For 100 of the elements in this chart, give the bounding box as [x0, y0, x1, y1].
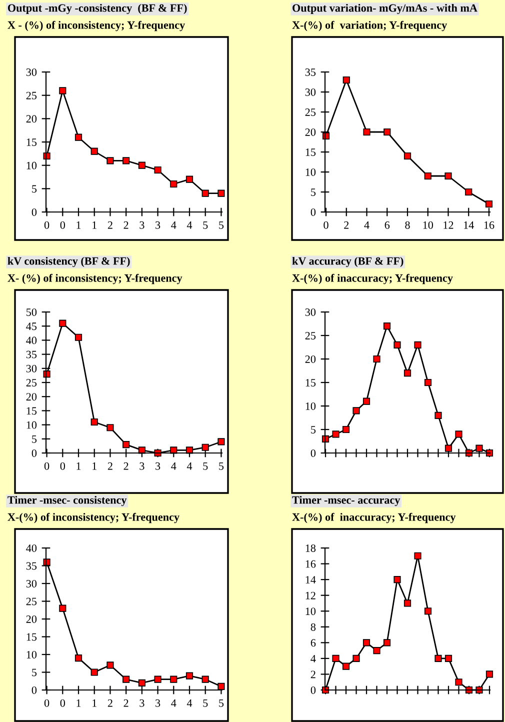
point: [394, 576, 401, 584]
point: [74, 654, 82, 662]
x-tick-label: 0: [44, 462, 50, 470]
point: [352, 407, 360, 414]
point: [332, 654, 340, 662]
point: [122, 676, 130, 683]
x-tick-label: 2: [108, 221, 112, 229]
y-tick-label: 15: [306, 379, 316, 386]
point: [352, 654, 360, 662]
x-tick-label: 3: [156, 462, 160, 470]
x-tick-label: 4: [186, 221, 192, 229]
point: [383, 322, 391, 330]
y-tick-label: 15: [26, 633, 37, 641]
y-tick-label: 10: [26, 650, 37, 658]
point: [218, 682, 225, 690]
y-tick-label: 0: [32, 686, 37, 694]
y-tick-label: 18: [306, 544, 316, 552]
point: [434, 654, 442, 662]
x-tick-label: 2: [124, 462, 128, 470]
chart-title: kV consistency (BF & FF): [8, 256, 130, 268]
chart-subtitle: X - (%) of inconsistency; Y-frequency: [8, 20, 185, 32]
y-tick-label: 10: [306, 168, 316, 176]
y-tick-label: 25: [305, 332, 316, 340]
x-tick-label: 2: [124, 699, 128, 707]
point: [342, 76, 350, 84]
x-tick-label: 4: [171, 699, 176, 707]
y-tick-label: 4: [310, 654, 316, 662]
x-tick-label: 0: [60, 221, 66, 229]
point: [170, 676, 178, 683]
point: [218, 190, 225, 197]
point: [202, 676, 209, 683]
y-tick-label: 20: [26, 615, 37, 623]
x-tick-label: 5: [203, 221, 208, 229]
point: [90, 668, 98, 676]
x-tick-label: 1: [76, 462, 81, 470]
point: [106, 157, 114, 164]
y-tick-label: 0: [310, 449, 316, 457]
point: [342, 662, 350, 670]
point: [434, 412, 442, 419]
point: [373, 355, 380, 363]
point: [59, 320, 66, 327]
y-tick-label: 6: [310, 639, 316, 647]
point: [186, 176, 194, 183]
y-tick-label: 5: [32, 668, 37, 676]
y-tick-label: 10: [26, 421, 37, 429]
point: [106, 662, 114, 669]
point: [404, 370, 412, 377]
y-tick-label: 30: [305, 88, 316, 96]
x-tick-label: 4: [171, 221, 176, 229]
y-tick-label: 15: [26, 138, 37, 146]
x-tick-label: 1: [92, 699, 96, 707]
chart-title: Output -mGy -consistency (BF & FF): [8, 4, 187, 14]
point: [154, 449, 162, 457]
point: [363, 128, 370, 136]
point: [414, 341, 422, 348]
x-tick-label: 0: [324, 221, 328, 229]
y-tick-label: 10: [306, 608, 316, 616]
x-tick-label: 0: [60, 462, 66, 470]
point: [202, 444, 209, 451]
point: [455, 430, 462, 438]
chart-subtitle: X-(%) of inaccuracy; Y-frequency: [292, 274, 453, 284]
x-tick-label: 12: [444, 221, 454, 229]
chart-subtitle: X-(%) of inconsistency; Y-frequency: [8, 512, 180, 524]
x-tick-label: 1: [92, 462, 96, 470]
y-tick-label: 30: [26, 364, 37, 372]
y-tick-label: 0: [310, 686, 316, 694]
y-tick-label: 12: [306, 592, 316, 600]
x-tick-label: 3: [156, 221, 160, 229]
x-tick-label: 4: [186, 699, 192, 707]
y-tick-label: 5: [311, 188, 316, 196]
y-tick-label: 0: [32, 449, 37, 457]
x-tick-label: 2: [108, 462, 112, 470]
point: [384, 128, 391, 136]
point: [424, 378, 432, 386]
point: [59, 87, 66, 94]
y-tick-label: 14: [306, 576, 316, 584]
y-tick-label: 25: [26, 92, 37, 100]
point: [476, 444, 483, 452]
chart-title: Timer -msec- consistency: [8, 496, 127, 506]
point: [186, 672, 194, 680]
y-tick-label: 20: [305, 355, 316, 363]
y-tick-label: 20: [305, 128, 316, 136]
point: [476, 686, 483, 694]
point: [138, 679, 146, 686]
chart-subtitle: X-(%) of inaccuracy; Y-frequency: [292, 512, 456, 524]
x-tick-label: 14: [464, 221, 474, 229]
point: [465, 188, 472, 196]
x-tick-label: 3: [140, 462, 144, 470]
y-tick-label: 0: [310, 208, 316, 216]
chart-title: Output variation- mGy/mAs - with mA: [292, 4, 478, 14]
point: [362, 398, 370, 405]
y-tick-label: 20: [26, 393, 37, 401]
point: [444, 444, 452, 452]
x-tick-label: 0: [60, 699, 66, 707]
chart-title: Timer -msec- accuracy: [292, 496, 400, 506]
chart-subtitle: X-(%) of variation; Y-frequency: [292, 20, 448, 32]
y-tick-label: 25: [305, 108, 316, 116]
x-tick-label: 1: [76, 699, 81, 707]
y-tick-label: 15: [26, 407, 37, 415]
x-tick-label: 0: [44, 699, 50, 707]
